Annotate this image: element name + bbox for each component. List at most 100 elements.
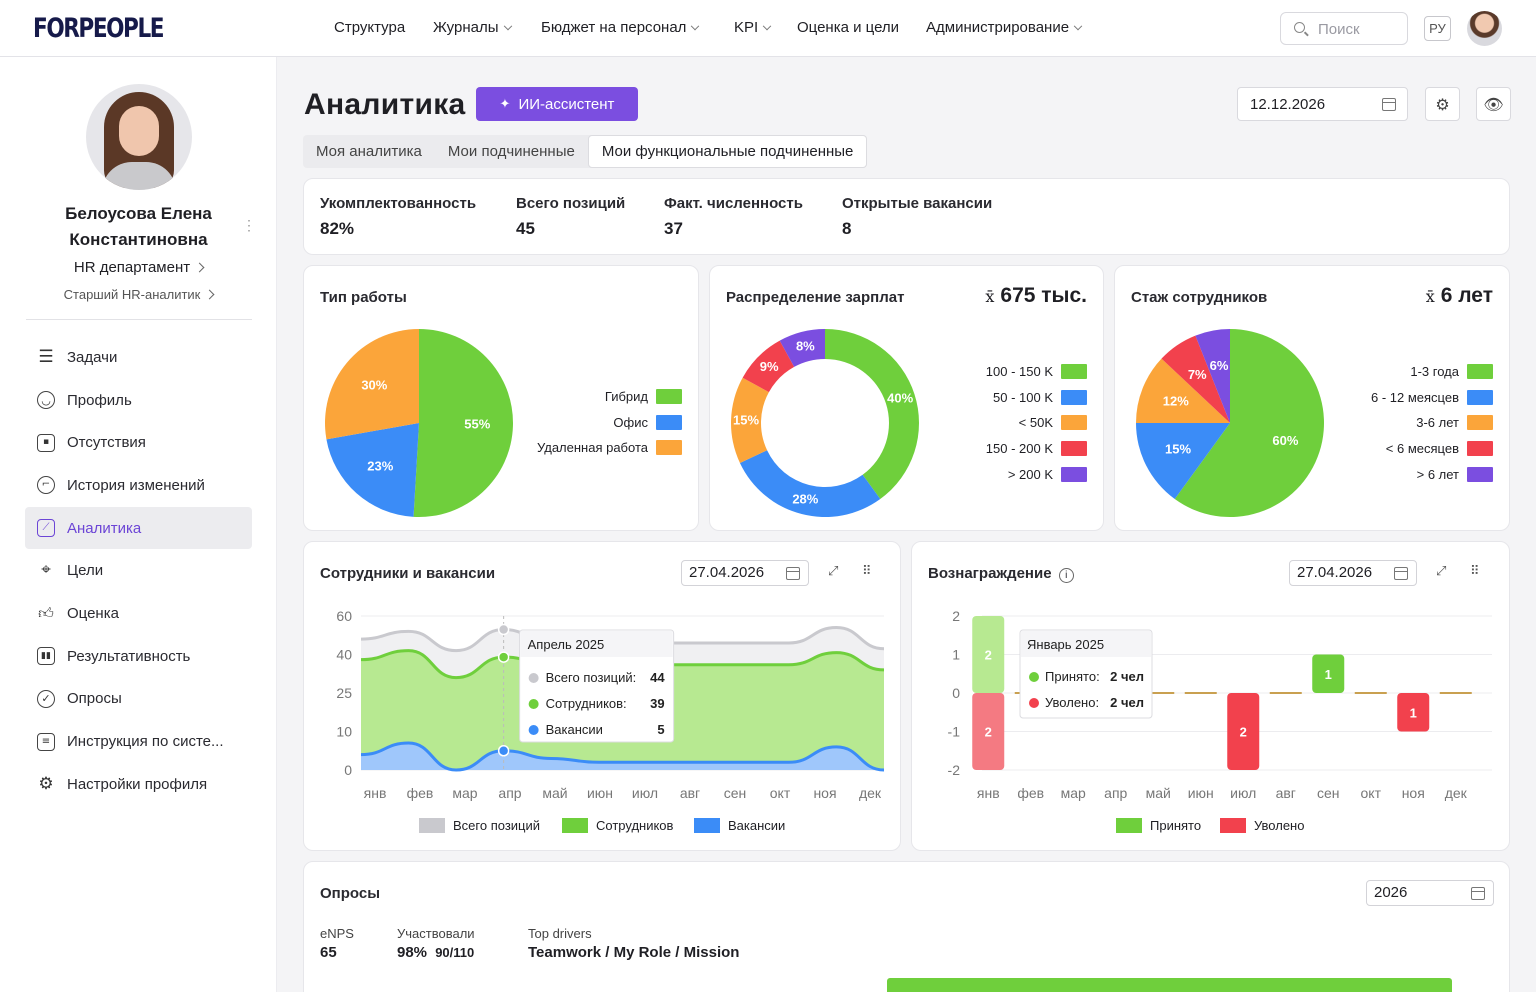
expand-icon[interactable]: ⤢ (1436, 564, 1447, 579)
kpi-card: Укомплектованность 82% Всего позиций 45 Фа… (303, 178, 1510, 255)
legend-label: Всего позиций (453, 818, 541, 833)
sidebar-item-label: Задачи (67, 348, 118, 366)
card-title: Опросы (320, 885, 381, 902)
x-tick-label: май (1146, 785, 1171, 801)
settings-button[interactable]: ⚙ (1425, 87, 1460, 121)
slice-label: 8% (796, 338, 815, 353)
legend-item: < 50K (1018, 415, 1087, 431)
legend-swatch (694, 818, 720, 833)
sidebar-item-history[interactable]: ⌐ История изменений (25, 464, 252, 507)
legend-swatch (656, 440, 682, 456)
nav-label: Оценка и цели (797, 19, 900, 36)
sidebar-item-evaluation[interactable]: 👍︎ Оценка (25, 592, 252, 635)
nav-budget[interactable]: Бюджет на персонал (541, 19, 700, 36)
legend-label: > 200 K (1007, 466, 1053, 482)
sidebar-item-label: Результативность (67, 647, 191, 665)
expand-icon[interactable]: ⤢ (828, 564, 839, 579)
sidebar-item-label: Опросы (67, 690, 122, 708)
legend-label: Принято (1150, 818, 1202, 833)
kpi-value: 45 (516, 219, 535, 238)
user-avatar[interactable] (1467, 11, 1502, 46)
book-icon: ≡ (37, 732, 55, 751)
x-tick-label: июн (1188, 785, 1214, 801)
tab-functional-subordinates[interactable]: Мои функциональные подчиненные (587, 135, 868, 168)
nav-kpi[interactable]: KPI (734, 19, 772, 36)
tooltip-title: Январь 2025 (1027, 637, 1104, 652)
drivers-value: Teamwork / My Role / Mission (528, 944, 740, 961)
kpi-value: 37 (664, 219, 683, 238)
search-input[interactable]: Поиск (1280, 12, 1408, 45)
legend-label: < 50K (1018, 415, 1053, 431)
sidebar-item-settings[interactable]: ⚙ Настройки профиля (25, 763, 252, 806)
sidebar-item-performance[interactable]: ▮▮ Результативность (25, 635, 252, 678)
tab-subordinates[interactable]: Мои подчиненные (447, 143, 575, 160)
y-tick-label: 40 (336, 647, 352, 663)
enps-value: 65 (320, 944, 337, 961)
slice-label: 7% (1188, 367, 1207, 382)
y-tick-label: -2 (948, 762, 961, 778)
calendar-icon (1394, 567, 1408, 580)
bar-value-label: 2 (985, 648, 992, 663)
legend-swatch (1467, 415, 1493, 431)
y-tick-label: 0 (344, 762, 352, 778)
info-icon[interactable]: i (1058, 568, 1074, 583)
tooltip-header (1021, 631, 1151, 657)
sidebar-item-profile[interactable]: ◡ Профиль (25, 379, 252, 422)
participation-percent: 98% (397, 944, 428, 961)
sidebar-item-goals[interactable]: ⌖ Цели (25, 549, 252, 592)
kpi-label: Всего позиций (516, 195, 626, 212)
bar-value-label: 2 (1240, 725, 1247, 740)
tooltip-dot (1029, 672, 1039, 682)
nav-evaluation[interactable]: Оценка и цели (797, 19, 899, 36)
nav-journals[interactable]: Журналы (433, 19, 512, 36)
chevron-down-icon (503, 21, 512, 31)
x-tick-label: апр (498, 785, 521, 801)
chevron-right-icon (204, 289, 215, 300)
y-tick-label: 60 (336, 608, 352, 624)
slice-label: 6% (1210, 358, 1229, 373)
nav-admin[interactable]: Администрирование (926, 19, 1083, 36)
year-picker[interactable]: 2026 (1366, 880, 1494, 906)
pie-slice (1174, 329, 1324, 517)
date-picker[interactable]: 12.12.2026 (1237, 87, 1408, 121)
area-chart: 60 40 25 10 0 янв фев мар апр май июн июл авг сен окт н… (336, 608, 884, 801)
sidebar-item-analytics[interactable]: ⟋ Аналитика (25, 506, 252, 550)
x-tick-label: дек (1445, 785, 1468, 801)
legend-label: Сотрудников (596, 818, 674, 833)
logo[interactable]: FORPEOPLE (33, 13, 165, 44)
nav-structure[interactable]: Структура (334, 19, 405, 36)
sidebar-item-label: Отсутствия (67, 434, 146, 452)
mean-icon: x̄ (985, 287, 995, 306)
x-tick-label: авг (680, 785, 700, 801)
drag-handle-icon[interactable]: ⠿ (1470, 564, 1480, 579)
pie-slice (1136, 358, 1230, 423)
legend-swatch (1467, 364, 1493, 379)
language-switch[interactable]: РУ (1424, 16, 1451, 41)
pie-slice (413, 329, 514, 517)
hover-point (497, 623, 510, 636)
ai-assistant-button[interactable]: ✦ ИИ-ассистент (476, 87, 638, 121)
legend-label: 100 - 150 K (985, 364, 1053, 379)
sidebar-item-absences[interactable]: ▪ Отсутствия (25, 421, 252, 464)
sidebar-item-instructions[interactable]: ≡ Инструкция по систе... (25, 720, 252, 763)
chart-date-picker[interactable]: 27.04.2026 (1289, 560, 1417, 586)
chart-tooltip: Апрель 2025 Всего позиций: 44 Сотрудников: 3… (519, 629, 675, 743)
user-name: Белоусова Елена Константиновна (65, 204, 212, 249)
more-vertical-icon[interactable]: ⋮ (242, 217, 256, 233)
position-link[interactable]: Старший HR-аналитик (0, 287, 277, 302)
sidebar-item-surveys[interactable]: ✓ Опросы (25, 678, 252, 721)
department-link[interactable]: HR департамент (0, 259, 277, 276)
x-tick-label: фев (1017, 785, 1044, 801)
drag-handle-icon[interactable]: ⠿ (862, 564, 872, 579)
chevron-down-icon (691, 21, 700, 31)
sidebar-item-tasks[interactable]: ☰ Задачи (25, 336, 252, 379)
tooltip-row-value: 2 чел (1110, 669, 1144, 684)
tooltip-header (520, 631, 673, 657)
tab-my-analytics[interactable]: Моя аналитика (316, 143, 422, 160)
tooltip-title: Апрель 2025 (528, 637, 605, 652)
chart-date-picker[interactable]: 27.04.2026 (681, 560, 809, 586)
visibility-button[interactable]: 👁︎ (1476, 87, 1511, 121)
legend-label: < 6 месяцев (1385, 441, 1459, 457)
pie-slice (825, 329, 919, 500)
pie-slice (325, 329, 419, 440)
